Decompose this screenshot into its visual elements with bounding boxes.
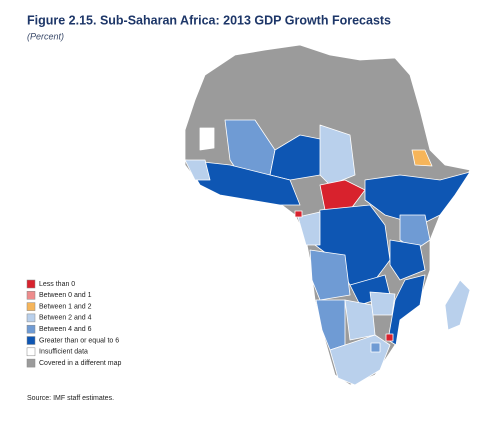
legend-swatch — [26, 347, 36, 357]
region — [199, 127, 215, 151]
region — [184, 159, 301, 206]
legend-swatch — [26, 302, 36, 311]
region — [411, 149, 433, 167]
legend-label: Less than 0 — [39, 281, 75, 288]
region — [385, 333, 394, 342]
region — [399, 214, 431, 251]
legend-swatch — [26, 336, 36, 345]
legend-swatch — [26, 358, 36, 368]
region — [444, 279, 471, 331]
legend-label: Covered in a different map — [39, 360, 121, 367]
legend-swatch — [26, 313, 36, 323]
legend-label: Insufficient data — [39, 349, 88, 356]
region — [294, 210, 303, 218]
region — [315, 299, 346, 351]
legend-label: Between 2 and 4 — [39, 315, 92, 322]
legend-swatch — [26, 291, 36, 300]
region — [319, 179, 366, 211]
source: Source: IMF staff estimates. — [27, 395, 114, 402]
region — [184, 159, 211, 181]
region — [297, 211, 321, 246]
title: Figure 2.15. Sub-Saharan Africa: 2013 GD… — [27, 13, 391, 27]
region — [364, 171, 471, 226]
region — [389, 239, 426, 281]
legend-label: Greater than or equal to 6 — [39, 337, 119, 344]
legend: Less than 0 Between 0 and 1 Between 1 and … — [26, 279, 121, 368]
region — [387, 274, 426, 346]
region — [319, 124, 356, 186]
region — [309, 249, 351, 301]
legend-swatch — [26, 279, 36, 289]
legend-label: Between 1 and 2 — [39, 303, 92, 310]
subtitle: (Percent) — [27, 31, 64, 41]
region — [370, 342, 381, 353]
legend-label: Between 0 and 1 — [39, 292, 92, 299]
legend-label: Between 4 and 6 — [39, 326, 92, 333]
region — [344, 299, 376, 341]
map — [184, 44, 471, 386]
region — [369, 291, 396, 316]
legend-swatch — [26, 324, 36, 334]
